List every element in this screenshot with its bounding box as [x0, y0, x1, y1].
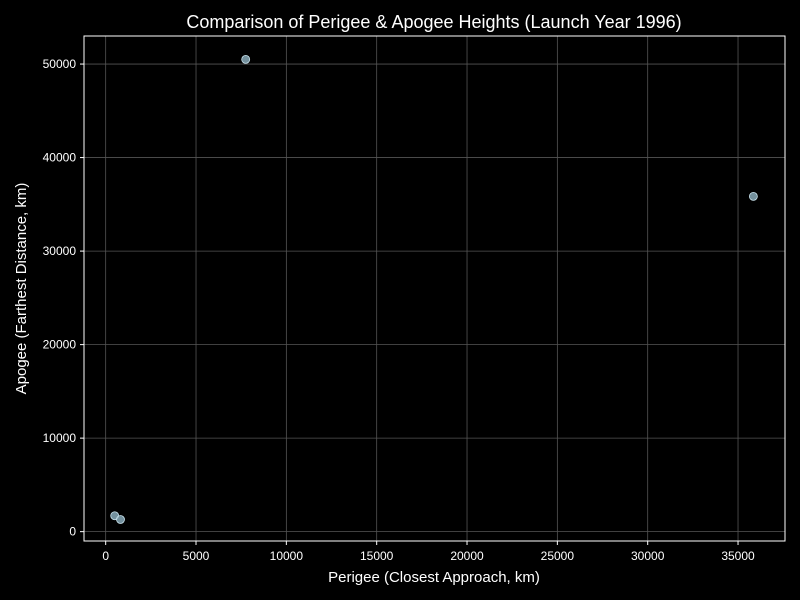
x-tick-label: 5000 — [183, 549, 210, 563]
x-axis-ticks: 0 5000 10000 15000 20000 25000 30000 35000 — [102, 541, 755, 563]
x-tick-label: 30000 — [631, 549, 665, 563]
x-tick-label: 25000 — [541, 549, 575, 563]
y-tick-label: 10000 — [43, 431, 77, 445]
data-points — [110, 54, 758, 524]
x-tick-label: 10000 — [270, 549, 304, 563]
y-tick-label: 20000 — [43, 338, 77, 352]
x-tick-label: 20000 — [450, 549, 484, 563]
x-tick-label: 35000 — [721, 549, 755, 563]
scatter-point — [241, 54, 251, 64]
scatter-point — [748, 191, 758, 201]
x-tick-label: 0 — [102, 549, 109, 563]
y-tick-label: 40000 — [43, 151, 77, 165]
y-tick-label: 30000 — [43, 244, 77, 258]
scatter-point — [116, 515, 125, 524]
chart-title: Comparison of Perigee & Apogee Heights (… — [186, 12, 681, 32]
x-axis-label: Perigee (Closest Approach, km) — [328, 569, 540, 586]
y-tick-label: 50000 — [43, 57, 77, 71]
y-axis-ticks: 0 10000 20000 30000 40000 50000 — [43, 57, 84, 539]
x-tick-label: 15000 — [360, 549, 394, 563]
y-axis-label: Apogee (Farthest Distance, km) — [13, 183, 30, 395]
y-tick-label: 0 — [69, 525, 76, 539]
plot-area-frame — [83, 35, 786, 542]
grid-lines — [84, 36, 785, 541]
